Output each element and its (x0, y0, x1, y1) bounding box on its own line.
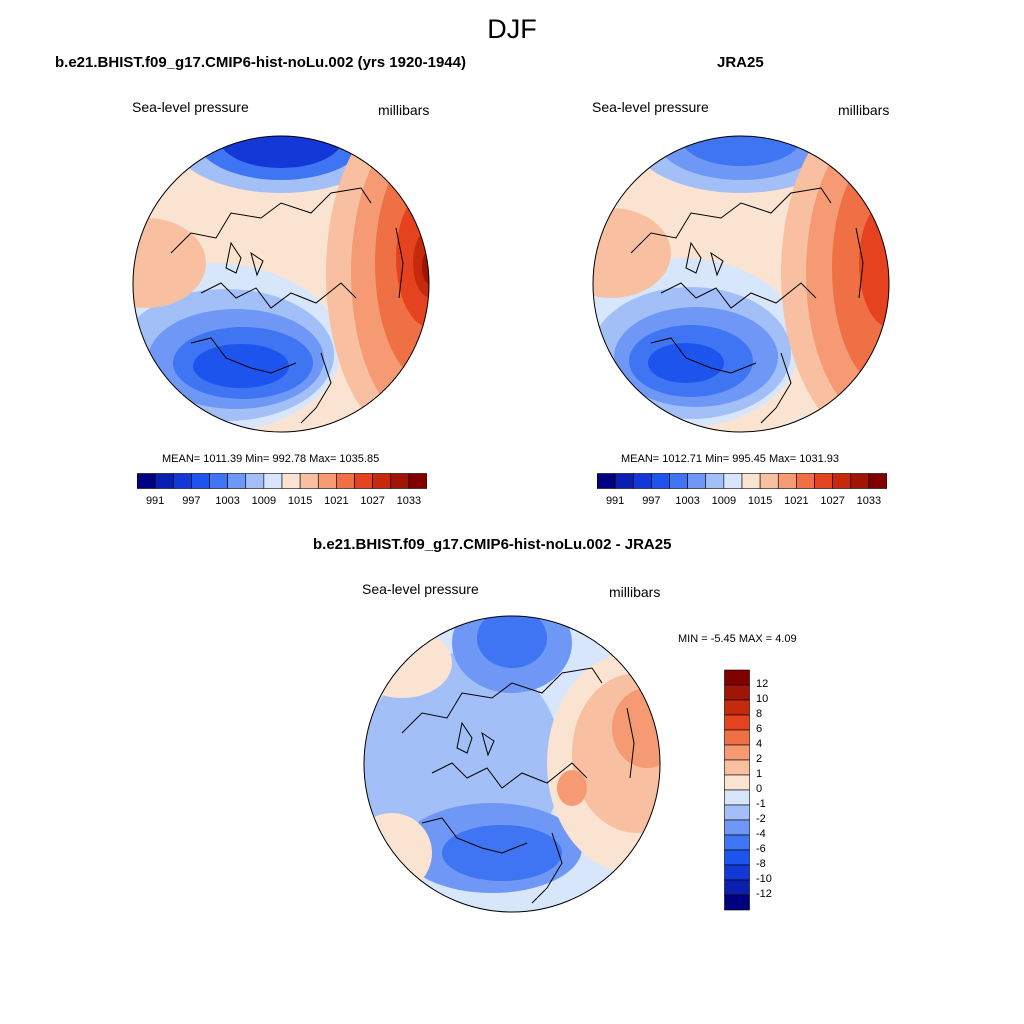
diff-colorbar-tick-label: 8 (756, 708, 763, 720)
diff-colorbar-tick-label: 4 (756, 738, 763, 750)
diff-colorbar-swatch (724, 819, 750, 836)
model-colorbar-swatch (390, 473, 410, 489)
model-colorbar-swatch (336, 473, 355, 489)
model-colorbar-tick-label: 991 (145, 495, 165, 507)
diff-colorbar-tick-label: -6 (756, 843, 766, 855)
model-colorbar-swatch (209, 473, 228, 489)
diff-colorbar-swatch (724, 864, 750, 881)
diff-colorbar-tick-label: 10 (756, 693, 769, 705)
obs-units-label: millibars (838, 102, 890, 118)
obs-colorbar-swatch (597, 473, 616, 489)
obs-colorbar (597, 473, 887, 489)
diff-colorbar-swatch (724, 714, 750, 731)
diff-colorbar-swatch (724, 879, 750, 896)
obs-colorbar-swatch (777, 473, 797, 489)
obs-colorbar-swatch (759, 473, 779, 489)
diff-colorbar-tick-label: -1 (756, 798, 766, 810)
obs-colorbar-tick-label: 991 (605, 495, 625, 507)
obs-colorbar-swatch (741, 473, 761, 489)
diff-colorbar-tick-label: -10 (756, 873, 772, 885)
obs-stats: MEAN= 1012.71 Min= 995.45 Max= 1031.93 (621, 453, 840, 465)
model-colorbar-tick-label: 1003 (215, 495, 240, 507)
diff-colorbar-tick-label: 1 (756, 768, 763, 780)
obs-colorbar-swatch (614, 473, 634, 489)
obs-colorbar-swatch (651, 473, 670, 489)
model-panel-title: b.e21.BHIST.f09_g17.CMIP6-hist-noLu.002 … (55, 54, 466, 71)
model-variable-label: Sea-level pressure (132, 99, 249, 115)
diff-colorbar-swatch (724, 684, 750, 701)
model-colorbar-swatch (137, 473, 156, 489)
model-colorbar (137, 473, 427, 489)
diff-colorbar-tick-label: -12 (756, 888, 772, 900)
obs-colorbar-swatch (705, 473, 725, 489)
diff-colorbar-tick-label: 0 (756, 783, 763, 795)
figure-title: DJF (487, 14, 537, 44)
diff-colorbar-swatch (724, 789, 750, 806)
obs-colorbar-tick-label: 1021 (784, 495, 809, 507)
diff-colorbar-swatch (724, 834, 750, 851)
diff-colorbar-swatch (724, 699, 750, 716)
obs-colorbar-tick-label: 1009 (711, 495, 737, 507)
obs-colorbar-swatch (632, 473, 652, 489)
obs-colorbar-swatch (832, 473, 852, 489)
model-colorbar-tick-label: 1021 (324, 495, 349, 507)
model-colorbar-swatch (372, 473, 392, 489)
model-colorbar-tick-label: 1027 (360, 495, 385, 507)
model-colorbar-swatch (354, 473, 373, 489)
diff-colorbar (724, 669, 750, 911)
diff-colorbar-swatch (724, 774, 750, 791)
diff-colorbar-tick-label: -8 (756, 858, 766, 870)
obs-colorbar-swatch (669, 473, 688, 489)
diff-colorbar-swatch (724, 669, 750, 686)
diff-colorbar-tick-label: 2 (756, 753, 763, 765)
obs-panel-title: JRA25 (717, 54, 764, 71)
diff-colorbar-tick-label: 12 (756, 678, 769, 690)
diff-colorbar-swatch (724, 759, 750, 776)
model-colorbar-swatch (263, 473, 283, 489)
obs-polar-map (592, 135, 890, 433)
diff-colorbar-swatch (724, 894, 750, 911)
diff-variable-label: Sea-level pressure (362, 581, 479, 597)
model-polar-map (132, 135, 430, 433)
obs-colorbar-swatch (814, 473, 833, 489)
model-colorbar-swatch (245, 473, 265, 489)
model-colorbar-swatch (172, 473, 192, 489)
model-colorbar-tick-label: 1009 (251, 495, 277, 507)
model-colorbar-tick-label: 1033 (396, 495, 422, 507)
diff-colorbar-swatch (724, 729, 750, 746)
model-stats: MEAN= 1011.39 Min= 992.78 Max= 1035.85 (162, 453, 380, 465)
model-colorbar-swatch (299, 473, 319, 489)
model-colorbar-swatch (227, 473, 247, 489)
diff-colorbar-tick-label: -2 (756, 813, 766, 825)
diff-panel-title: b.e21.BHIST.f09_g17.CMIP6-hist-noLu.002 … (313, 536, 672, 553)
model-colorbar-tick-label: 997 (182, 495, 201, 507)
obs-colorbar-swatch (687, 473, 707, 489)
diff-colorbar-tick-label: -4 (756, 828, 766, 840)
diff-colorbar-tick-label: 6 (756, 723, 763, 735)
diff-colorbar-swatch (724, 804, 750, 821)
model-colorbar-swatch (281, 473, 301, 489)
diff-colorbar-swatch (724, 744, 750, 761)
obs-colorbar-tick-label: 1015 (747, 495, 773, 507)
model-colorbar-tick-label: 1015 (287, 495, 313, 507)
diff-stats: MIN = -5.45 MAX = 4.09 (678, 633, 797, 645)
model-colorbar-swatch (317, 473, 337, 489)
diff-units-label: millibars (609, 584, 661, 600)
obs-colorbar-swatch (796, 473, 815, 489)
obs-colorbar-tick-label: 1003 (675, 495, 700, 507)
model-colorbar-swatch (191, 473, 210, 489)
obs-variable-label: Sea-level pressure (592, 99, 709, 115)
obs-colorbar-tick-label: 1027 (820, 495, 845, 507)
model-colorbar-swatch (408, 473, 427, 489)
obs-colorbar-tick-label: 1033 (856, 495, 882, 507)
obs-colorbar-swatch (723, 473, 743, 489)
model-colorbar-swatch (154, 473, 174, 489)
model-units-label: millibars (378, 102, 430, 118)
diff-polar-map (363, 615, 661, 913)
obs-colorbar-tick-label: 997 (642, 495, 661, 507)
diff-colorbar-swatch (724, 849, 750, 866)
obs-colorbar-swatch (868, 473, 887, 489)
obs-colorbar-swatch (850, 473, 870, 489)
